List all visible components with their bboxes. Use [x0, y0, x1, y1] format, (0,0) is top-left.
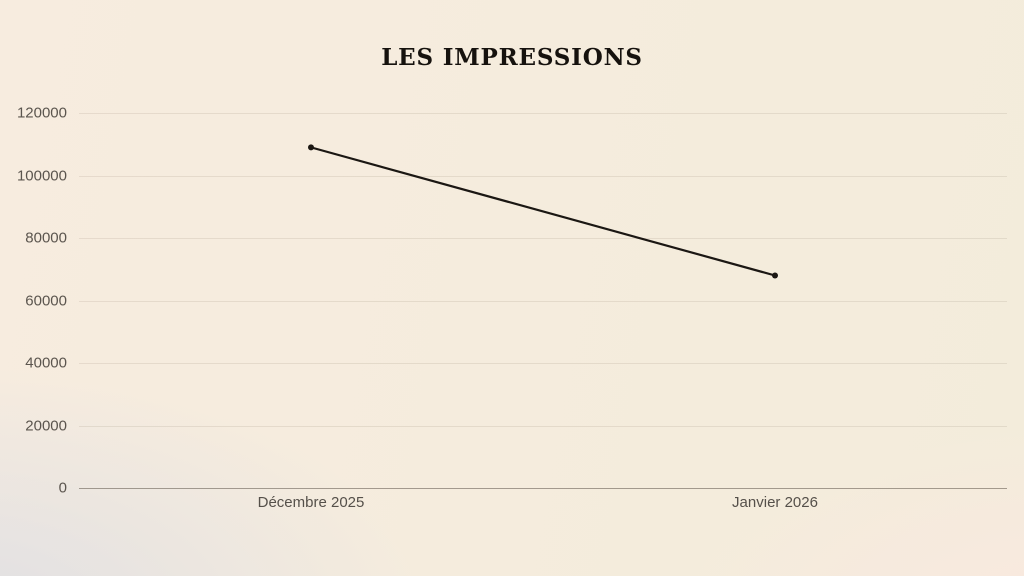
gridline: [79, 300, 1007, 302]
chart-title: LES IMPRESSIONS: [381, 44, 643, 71]
gridline: [79, 175, 1007, 177]
y-tick-label: 120000: [16, 104, 67, 122]
gridline: [79, 363, 1007, 364]
y-tick-label: 40000: [25, 354, 67, 372]
data-point: [772, 272, 778, 279]
line-series-layer: [308, 144, 778, 279]
data-point: [308, 144, 314, 151]
gridline: [79, 238, 1007, 239]
y-tick-label: 0: [58, 479, 67, 497]
y-tick-label: 100000: [16, 167, 67, 184]
x-tick-label: Décembre 2025: [257, 494, 365, 511]
x-axis-baseline: [79, 488, 1007, 489]
x-tick-label: Janvier 2026: [732, 494, 818, 511]
gridline: [79, 425, 1007, 427]
y-tick-label: 60000: [25, 292, 67, 309]
gridline: [79, 113, 1007, 114]
series-line-impressions: [309, 146, 777, 277]
y-tick-label: 80000: [25, 229, 67, 247]
plot-area: [79, 113, 1007, 489]
y-tick-label: 20000: [25, 417, 67, 434]
